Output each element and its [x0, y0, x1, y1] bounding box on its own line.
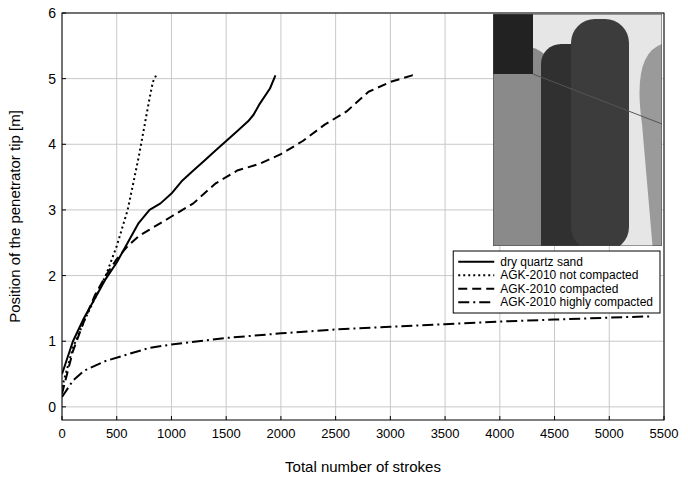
tick-label: 5000	[595, 426, 624, 441]
y-axis-title: Position of the penetrator tip [m]	[6, 110, 23, 323]
tick	[62, 406, 66, 407]
legend-box	[453, 251, 660, 313]
legend-swatch	[458, 301, 494, 303]
series-line	[62, 75, 275, 374]
grid-line	[62, 341, 664, 342]
tick-label: 3	[48, 202, 56, 218]
tick	[62, 209, 66, 210]
grid-line	[445, 13, 446, 420]
legend-label: AGK-2010 not compacted	[500, 268, 638, 282]
legend-label: dry quartz sand	[500, 255, 583, 269]
tick-label: 4000	[485, 426, 514, 441]
tick-label: 2	[48, 268, 56, 284]
tick	[445, 416, 446, 420]
tick-label: 4	[48, 136, 56, 152]
tick-label: 3000	[376, 426, 405, 441]
series-line	[62, 75, 156, 387]
legend-label: AGK-2010 highly compacted	[500, 295, 653, 309]
legend: dry quartz sandAGK-2010 not compactedAGK…	[453, 251, 660, 313]
tick-label: 4500	[540, 426, 569, 441]
tick	[62, 78, 66, 79]
legend-swatch	[458, 261, 494, 263]
legend-swatch	[458, 274, 494, 276]
tick-label: 0	[48, 399, 56, 415]
grid-line	[335, 13, 336, 420]
chart: 0 500 1000 1500 2000 2500 3000 3500 4000 4500 5000…	[0, 0, 688, 482]
tick	[280, 416, 281, 420]
tick-label: 2500	[321, 426, 350, 441]
photo-wire	[533, 74, 662, 124]
tick-label: 5	[48, 71, 56, 87]
tick	[62, 144, 66, 145]
legend-label: AGK-2010 compacted	[500, 282, 618, 296]
plot-area	[62, 13, 664, 420]
tick-label: 1500	[212, 426, 241, 441]
grid-line	[226, 13, 227, 420]
tick-label: 6	[48, 5, 56, 21]
grid-line	[62, 406, 664, 407]
x-axis-title: Total number of strokes	[285, 458, 441, 475]
tick	[62, 341, 66, 342]
plot-frame	[62, 13, 664, 420]
tick-label: 1	[48, 333, 56, 349]
photo-border	[493, 14, 662, 246]
legend-swatch	[458, 288, 494, 290]
grid-line	[280, 13, 281, 420]
series-group	[62, 75, 653, 397]
tick	[62, 275, 66, 276]
grid-line	[116, 13, 117, 420]
tick	[554, 416, 555, 420]
photo-tree	[640, 44, 663, 246]
photo-tube	[571, 19, 629, 246]
tick-label: 3500	[431, 426, 460, 441]
tick	[226, 416, 227, 420]
tick	[609, 416, 610, 420]
photo	[493, 14, 662, 246]
tick	[116, 416, 117, 420]
tick-label: 1000	[157, 426, 186, 441]
series-line	[62, 75, 418, 393]
photo-frame	[493, 14, 533, 74]
grid-line	[390, 13, 391, 420]
tick	[499, 416, 500, 420]
tick	[390, 416, 391, 420]
tick	[171, 416, 172, 420]
tick	[335, 416, 336, 420]
tick-label: 0	[58, 426, 65, 441]
tick-label: 2000	[266, 426, 295, 441]
series-line	[62, 316, 653, 397]
tick-label: 5500	[650, 426, 679, 441]
tick-label: 500	[106, 426, 128, 441]
